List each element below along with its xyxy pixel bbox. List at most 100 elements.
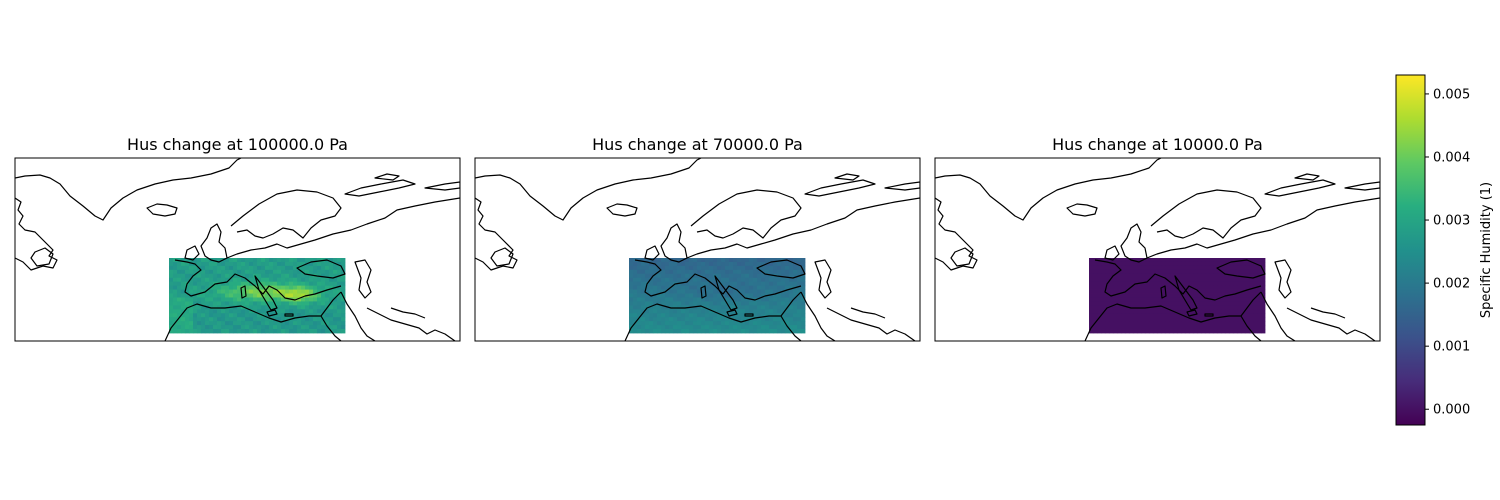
field-cell <box>221 321 226 326</box>
field-cell <box>217 285 222 290</box>
field-cell <box>329 309 334 314</box>
field-cell <box>629 313 634 318</box>
field-cell <box>1141 301 1146 306</box>
field-cell <box>1257 329 1262 334</box>
field-cell <box>701 309 706 314</box>
field-cell <box>1117 301 1122 306</box>
field-cell <box>1213 293 1218 298</box>
field-cell <box>1133 297 1138 302</box>
field-cell <box>193 317 198 322</box>
field-cell <box>661 293 666 298</box>
field-cell <box>225 329 230 334</box>
field-cell <box>801 305 806 310</box>
field-cell <box>749 285 754 290</box>
field-cell <box>329 313 334 318</box>
field-cell <box>325 325 330 330</box>
field-cell <box>681 313 686 318</box>
field-cell <box>785 273 790 279</box>
field-cell <box>745 321 750 326</box>
field-cell <box>333 273 338 279</box>
field-cell <box>281 289 286 294</box>
field-cell <box>1193 313 1198 318</box>
field-cell <box>729 297 734 302</box>
field-cell <box>1089 265 1094 271</box>
field-cell <box>1209 293 1214 298</box>
field-cell <box>281 273 286 279</box>
field-cell <box>793 321 798 326</box>
field-cell <box>273 321 278 326</box>
field-cell <box>197 293 202 298</box>
field-cell <box>669 297 674 302</box>
field-cell <box>1237 329 1242 334</box>
field-cell <box>745 261 750 267</box>
field-cell <box>1185 261 1190 267</box>
coastline <box>686 197 920 259</box>
field-cell <box>769 329 774 334</box>
field-cell <box>673 325 678 330</box>
field-cell <box>649 305 654 310</box>
field-cell <box>741 261 746 267</box>
field-cell <box>1113 309 1118 314</box>
field-cell <box>1193 305 1198 310</box>
field-cell <box>1213 281 1218 287</box>
field-cell <box>233 301 238 306</box>
field-cell <box>1165 261 1170 267</box>
field-cell <box>293 277 298 283</box>
field-cell <box>653 265 658 271</box>
field-cell <box>773 325 778 330</box>
field-cell <box>1137 329 1142 334</box>
field-cell <box>229 258 234 263</box>
field-cell <box>1213 261 1218 267</box>
field-cell <box>289 321 294 326</box>
field-cell <box>313 321 318 326</box>
field-cell <box>785 317 790 322</box>
field-cell <box>329 297 334 302</box>
field-cell <box>773 265 778 271</box>
field-cell <box>721 317 726 322</box>
field-cell <box>257 329 262 334</box>
field-cell <box>313 277 318 283</box>
field-cell <box>1221 265 1226 271</box>
field-cell <box>1177 301 1182 306</box>
field-cell <box>253 261 258 267</box>
field-cell <box>1185 273 1190 279</box>
field-cell <box>1117 329 1122 334</box>
field-cell <box>685 289 690 294</box>
field-cell <box>269 265 274 271</box>
field-cell <box>741 269 746 275</box>
field-cell <box>653 321 658 326</box>
field-cell <box>1145 289 1150 294</box>
field-cell <box>1137 297 1142 302</box>
field-cell <box>1257 325 1262 330</box>
field-cell <box>653 329 658 334</box>
field-cell <box>249 293 254 298</box>
field-cell <box>1181 273 1186 279</box>
field-cell <box>1117 325 1122 330</box>
field-cell <box>281 265 286 271</box>
field-cell <box>337 329 342 334</box>
field-cell <box>677 329 682 334</box>
field-cell <box>237 285 242 290</box>
field-cell <box>709 258 714 263</box>
field-cell <box>665 325 670 330</box>
field-cell <box>193 305 198 310</box>
field-cell <box>761 321 766 326</box>
field-cell <box>1181 329 1186 334</box>
field-cell <box>1121 301 1126 306</box>
field-cell <box>757 309 762 314</box>
field-cell <box>1145 273 1150 279</box>
field-cell <box>1177 258 1182 263</box>
field-cell <box>1173 277 1178 283</box>
field-cell <box>249 317 254 322</box>
field-cell <box>301 277 306 283</box>
field-cell <box>765 297 770 302</box>
field-cell <box>189 317 194 322</box>
field-cell <box>1089 281 1094 287</box>
field-cell <box>229 325 234 330</box>
field-cell <box>653 293 658 298</box>
field-cell <box>273 329 278 334</box>
field-cell <box>1089 277 1094 283</box>
field-cell <box>1209 273 1214 279</box>
field-cell <box>1233 321 1238 326</box>
field-cell <box>1249 293 1254 298</box>
